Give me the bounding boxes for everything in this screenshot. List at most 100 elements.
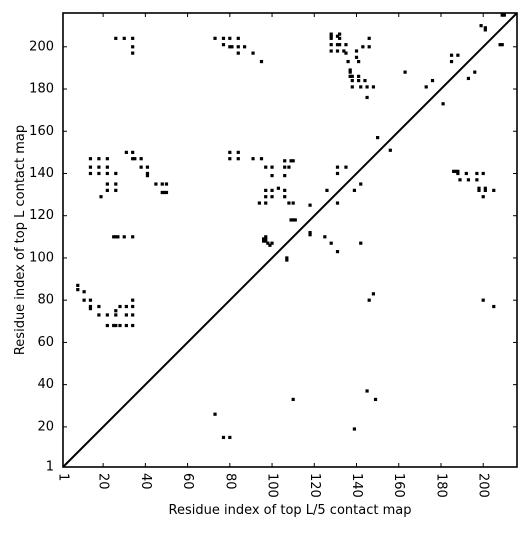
contact-point: [291, 201, 295, 205]
contact-point: [342, 49, 346, 53]
contact-point: [131, 298, 135, 302]
y-tick-label: 100: [29, 250, 54, 265]
contact-point: [289, 159, 293, 163]
contact-point: [114, 171, 118, 176]
contact-point: [236, 150, 240, 154]
y-tick-label: 160: [29, 124, 54, 139]
contact-point: [268, 243, 272, 247]
contact-point: [105, 182, 109, 186]
contact-point: [308, 203, 312, 207]
contact-point: [270, 188, 274, 192]
contact-point: [335, 250, 340, 254]
contact-point: [283, 188, 287, 192]
contact-point: [257, 201, 261, 205]
contact-point: [464, 171, 468, 176]
contact-point: [335, 171, 340, 176]
contact-point: [352, 188, 356, 192]
contact-point: [114, 235, 118, 239]
contact-point: [371, 292, 376, 296]
contact-point: [329, 49, 333, 53]
contact-point: [359, 85, 363, 89]
contact-point: [236, 36, 240, 40]
contact-point: [403, 70, 407, 74]
contact-point: [466, 178, 471, 182]
contact-point: [230, 45, 234, 49]
contact-point: [287, 201, 291, 205]
contact-point: [449, 53, 454, 57]
contact-point: [477, 186, 481, 190]
contact-point: [361, 45, 365, 49]
contact-point: [348, 74, 352, 78]
contact-point: [344, 165, 348, 169]
contact-point: [283, 174, 287, 178]
contact-point: [213, 36, 217, 40]
y-axis-label: Residue index of top L contact map: [13, 125, 28, 355]
x-tick-label: 120: [307, 473, 322, 498]
contact-point: [348, 68, 352, 72]
contact-point: [350, 74, 354, 78]
contact-point: [162, 190, 166, 195]
contact-point: [105, 323, 109, 328]
contact-point: [133, 157, 137, 161]
contact-point: [88, 165, 93, 169]
contact-point: [477, 188, 481, 192]
contact-point: [325, 188, 329, 192]
contact-point: [323, 235, 327, 239]
x-tick-label: 200: [476, 473, 491, 498]
contact-point: [97, 157, 101, 161]
contact-point: [430, 78, 435, 83]
contact-point: [228, 150, 232, 154]
y-tick-label: 80: [37, 293, 54, 308]
contact-point: [270, 165, 274, 169]
contact-point: [481, 195, 485, 199]
contact-point: [228, 435, 232, 440]
contact-point: [270, 174, 274, 178]
contact-point: [164, 182, 169, 186]
contact-point: [329, 34, 333, 38]
contact-point: [264, 195, 268, 199]
contact-point: [264, 237, 268, 241]
contact-point: [335, 165, 340, 169]
contact-point: [500, 13, 504, 17]
contact-point: [259, 157, 264, 161]
contact-point: [367, 36, 371, 40]
contact-point: [473, 70, 477, 74]
contact-point: [483, 26, 487, 30]
contact-point: [88, 157, 93, 161]
contact-point: [329, 241, 333, 245]
contact-point: [283, 195, 287, 199]
contact-point: [502, 13, 506, 17]
contact-point: [452, 169, 456, 173]
contact-point: [346, 59, 350, 64]
contact-point: [289, 218, 293, 222]
contact-point: [131, 323, 135, 328]
x-tick-label: 1: [56, 473, 71, 481]
contact-point: [221, 36, 226, 40]
contact-point: [164, 190, 169, 195]
contact-point: [105, 171, 109, 176]
contact-point: [357, 59, 361, 64]
contact-point: [154, 182, 158, 186]
contact-point: [221, 43, 226, 47]
x-tick-label: 100: [265, 473, 280, 498]
contact-point: [283, 165, 287, 169]
contact-point: [145, 174, 150, 178]
contact-point: [492, 304, 496, 309]
y-tick-label: 40: [37, 377, 54, 392]
x-tick-label: 80: [222, 473, 237, 490]
contact-point: [118, 323, 122, 328]
contact-point: [145, 171, 150, 176]
contact-point: [131, 304, 135, 309]
contact-point: [359, 241, 363, 245]
contact-point: [243, 45, 247, 49]
contact-point: [112, 235, 116, 239]
contact-point: [131, 313, 135, 317]
contact-point: [276, 186, 280, 190]
contact-point: [114, 188, 118, 192]
contact-point: [354, 55, 359, 59]
contact-point: [449, 59, 454, 64]
contact-point: [97, 171, 101, 176]
contact-point: [308, 233, 312, 237]
contact-point: [481, 171, 485, 176]
